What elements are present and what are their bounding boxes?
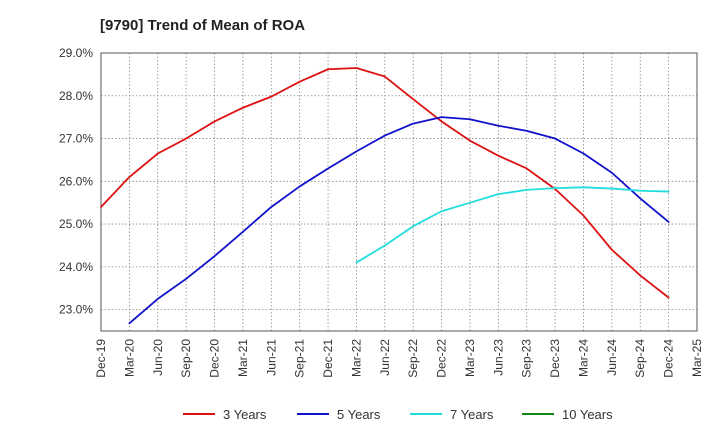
y-tick-label: 27.0%	[59, 132, 93, 146]
legend-label: 5 Years	[337, 407, 381, 422]
series-lines	[100, 67, 670, 325]
legend-label: 3 Years	[223, 407, 267, 422]
legend: 3 Years 5 Years 7 Years 10 Years	[183, 407, 613, 422]
legend-item: 3 Years	[183, 407, 267, 422]
x-tick-label: Sep-24	[633, 339, 647, 378]
x-tick-label: Dec-22	[435, 339, 449, 378]
x-tick-label: Mar-23	[463, 339, 477, 377]
x-tick-label: Sep-23	[520, 339, 534, 378]
grid	[101, 53, 697, 331]
x-tick-label: Jun-22	[378, 339, 392, 376]
y-tick-label: 24.0%	[59, 260, 93, 274]
x-tick-label: Mar-22	[349, 339, 363, 377]
x-tick-label: Dec-20	[208, 339, 222, 378]
legend-item: 5 Years	[297, 407, 381, 422]
y-tick-label: 25.0%	[59, 217, 93, 231]
y-tick-label: 28.0%	[59, 89, 93, 103]
x-tick-label: Dec-23	[548, 339, 562, 378]
y-tick-label: 23.0%	[59, 303, 93, 317]
x-tick-label: Sep-21	[293, 339, 307, 378]
series-line-3	[355, 186, 670, 264]
y-tick-label: 26.0%	[59, 174, 93, 188]
x-tick-label: Mar-21	[236, 339, 250, 377]
y-tick-label: 29.0%	[59, 46, 93, 60]
x-tick-label: Mar-24	[576, 339, 590, 377]
legend-item: 10 Years	[522, 407, 613, 422]
axes: 23.0% 24.0% 25.0% 26.0% 27.0% 28.0% 29.0% Dec-1…	[59, 46, 704, 378]
series-line-2	[128, 116, 670, 325]
x-tick-label: Mar-25	[690, 339, 704, 377]
x-tick-label: Sep-20	[179, 339, 193, 378]
x-tick-label: Jun-24	[605, 339, 619, 376]
plot-frame	[100, 52, 698, 332]
series-line-1	[100, 67, 670, 299]
x-tick-label: Sep-22	[406, 339, 420, 378]
x-tick-label: Dec-19	[94, 339, 108, 378]
x-tick-label: Dec-21	[321, 339, 335, 378]
legend-label: 10 Years	[562, 407, 613, 422]
x-tick-label: Jun-20	[151, 339, 165, 376]
legend-item: 7 Years	[410, 407, 494, 422]
x-tick-label: Jun-23	[491, 339, 505, 376]
x-tick-label: Jun-21	[264, 339, 278, 376]
legend-label: 7 Years	[450, 407, 494, 422]
chart-title: [9790] Trend of Mean of ROA	[100, 17, 305, 34]
x-tick-label: Dec-24	[662, 339, 676, 378]
x-tick-label: Mar-20	[122, 339, 136, 377]
